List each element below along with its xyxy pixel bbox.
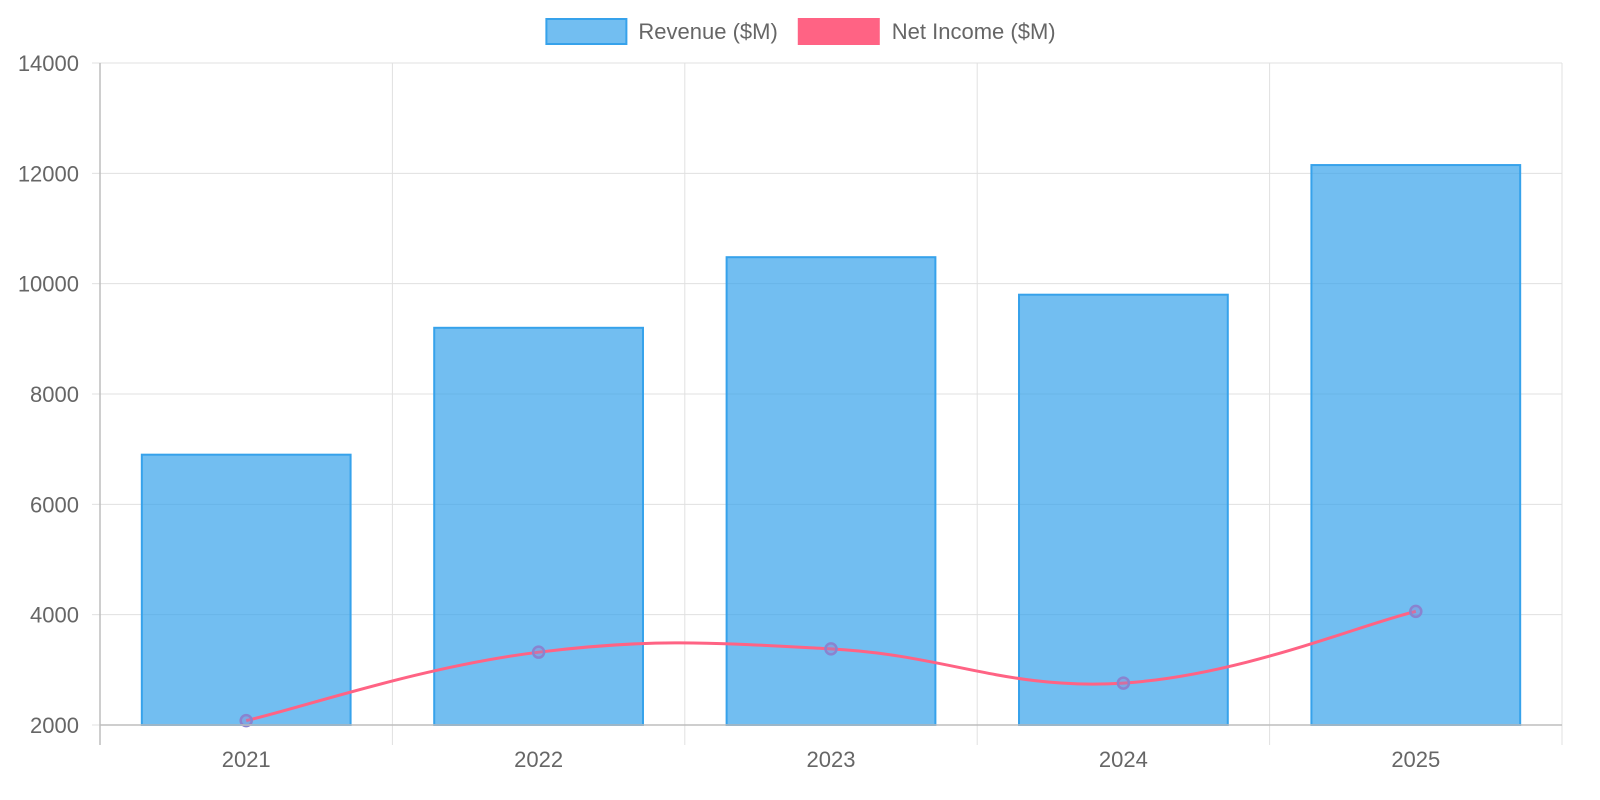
- point-net-income-2021: [239, 713, 253, 728]
- x-tick-label: 2024: [1099, 747, 1148, 772]
- bar-revenue-2025: [1310, 164, 1522, 726]
- x-tick-label: 2021: [222, 747, 271, 772]
- x-tick-label: 2022: [514, 747, 563, 772]
- y-tick-label: 6000: [30, 492, 79, 517]
- axes: 2000 4000 6000 8000 10000 12000 14000 2021 2022 2…: [18, 51, 1562, 772]
- legend[interactable]: Revenue ($M) Net Income ($M): [545, 18, 1056, 45]
- x-tick-label: 2025: [1391, 747, 1440, 772]
- x-tick-label: 2023: [807, 747, 856, 772]
- point-net-income-2022: [531, 645, 546, 659]
- point-net-income-2025: [1409, 604, 1423, 619]
- point-net-income-2024: [1116, 676, 1131, 690]
- line-series: [239, 604, 1423, 728]
- y-tick-label: 4000: [30, 603, 79, 628]
- legend-label-net-income[interactable]: Net Income ($M): [892, 19, 1056, 44]
- bar-series: [140, 164, 1522, 726]
- bar-revenue-2021: [140, 453, 352, 726]
- bar-revenue-2024: [1018, 293, 1229, 726]
- y-tick-label: 14000: [18, 51, 79, 76]
- y-tick-label: 12000: [18, 161, 79, 186]
- y-tick-label: 2000: [30, 713, 79, 738]
- y-tick-label: 10000: [18, 272, 79, 297]
- legend-swatch-net-income[interactable]: [797, 18, 880, 45]
- bar-revenue-2023: [725, 256, 937, 726]
- line-net-income: [245, 609, 1417, 723]
- legend-swatch-revenue[interactable]: [545, 18, 628, 45]
- point-net-income-2023: [824, 642, 838, 656]
- legend-label-revenue[interactable]: Revenue ($M): [638, 19, 777, 44]
- y-tick-label: 8000: [30, 382, 79, 407]
